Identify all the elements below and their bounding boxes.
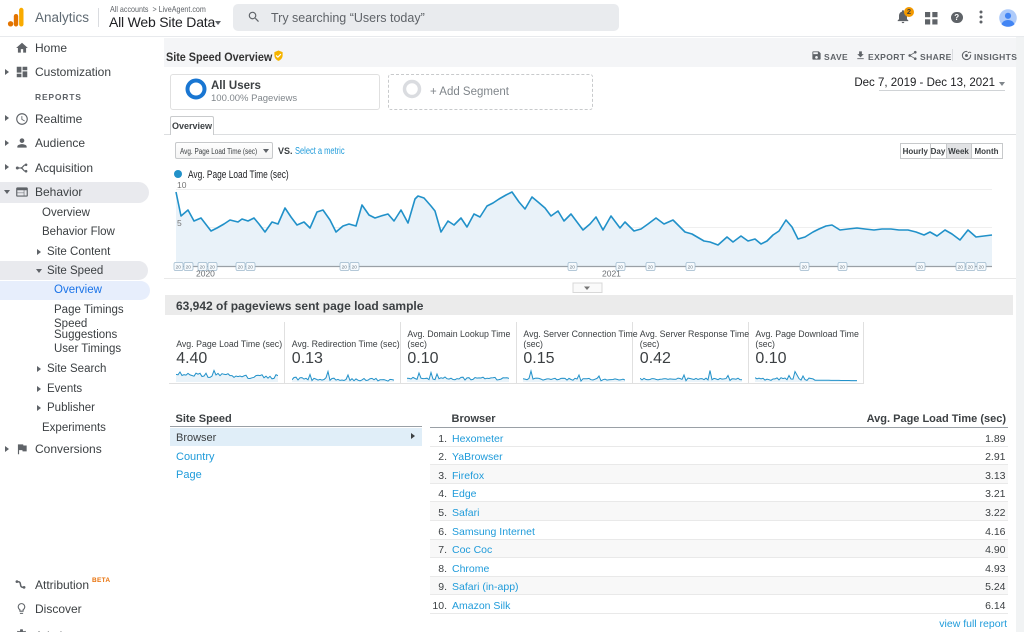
svg-text:20: 20 [958,265,964,271]
svg-text:20: 20 [688,265,694,271]
svg-text:20: 20 [618,265,624,271]
svg-text:20: 20 [210,265,216,271]
svg-text:20: 20 [968,265,974,271]
svg-text:20: 20 [802,265,808,271]
svg-text:2020: 2020 [196,269,215,279]
svg-text:2021: 2021 [602,269,621,279]
svg-text:20: 20 [352,265,358,271]
svg-text:20: 20 [342,265,348,271]
svg-text:20: 20 [840,265,846,271]
svg-text:20: 20 [186,265,192,271]
svg-text:5: 5 [177,218,182,228]
svg-text:20: 20 [570,265,576,271]
svg-text:20: 20 [918,265,924,271]
svg-text:10: 10 [177,180,187,190]
svg-text:20: 20 [979,265,985,271]
svg-text:20: 20 [238,265,244,271]
svg-text:20: 20 [648,265,654,271]
svg-text:20: 20 [176,265,182,271]
svg-text:20: 20 [200,265,206,271]
svg-text:20: 20 [248,265,254,271]
